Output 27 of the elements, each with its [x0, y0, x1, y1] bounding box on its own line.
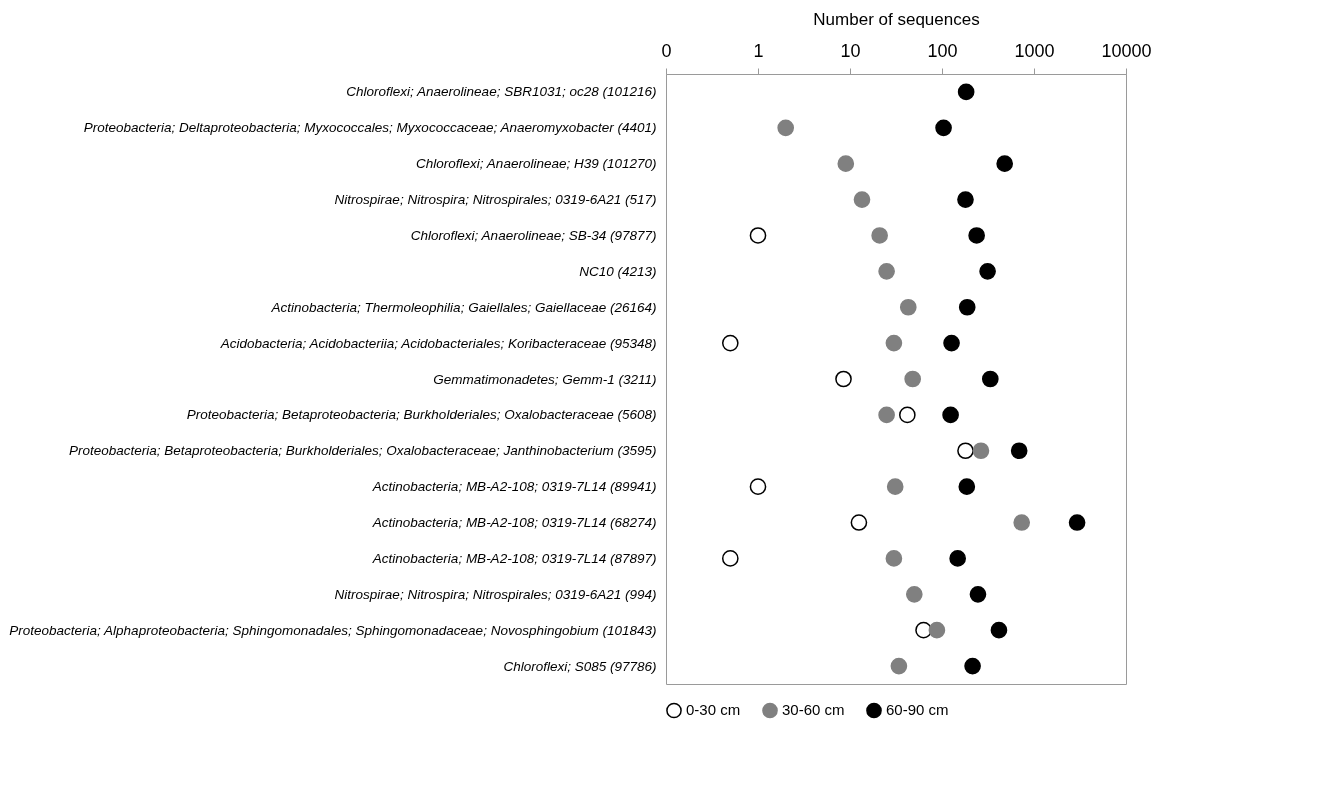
x-tick-label: 10	[840, 40, 861, 61]
y-tick-label: Chloroflexi; Anaerolineae; SB-34 (97877)	[410, 227, 657, 243]
y-tick-label: Chloroflexi; Anaerolineae; SBR1031; oc28 (101216)	[346, 84, 657, 100]
x-tick-label: 0	[661, 40, 672, 61]
y-tick-label: Nitrospirae; Nitrospira; Nitrospirales; 0319-6A21 (994)	[334, 586, 657, 602]
y-tick-label: Actinobacteria; Thermoleophilia; Gaiellales; Gaiellaceae (26164)	[270, 299, 657, 315]
x-tick-label: 10000	[1101, 40, 1152, 61]
x-tick-label: 1000	[1014, 40, 1055, 61]
y-tick-label: Acidobacteria; Acidobacteriia; Acidobacteriales; Koribacteraceae (95348)	[219, 335, 657, 351]
y-tick-label: Proteobacteria; Betaproteobacteria; Burkholderiales; Oxalobacteraceae; Janthinobacterium (3595)	[68, 443, 657, 459]
y-tick-label: Actinobacteria; MB-A2-108; 0319-7L14 (89941)	[371, 479, 657, 495]
y-tick-label: Proteobacteria; Betaproteobacteria; Burkholderiales; Oxalobacteraceae (5608)	[186, 407, 657, 423]
x-axis-title: Number of sequences	[813, 9, 980, 29]
y-tick-label: Chloroflexi; Anaerolineae; H39 (101270)	[416, 156, 657, 172]
x-tick-label: 100	[927, 40, 958, 61]
y-tick-label: Nitrospirae; Nitrospira; Nitrospirales; 0319-6A21 (517)	[334, 192, 657, 208]
y-tick-label: Proteobacteria; Alphaproteobacteria; Sphingomonadales; Sphingomonadaceae; Novosphingobium (101843)	[9, 622, 657, 638]
y-tick-label: Chloroflexi; S085 (97786)	[503, 658, 657, 674]
y-tick-label: Actinobacteria; MB-A2-108; 0319-7L14 (68274)	[371, 515, 657, 531]
y-tick-label: NC10 (4213)	[579, 263, 657, 279]
legend-label: 30-60 cm	[782, 701, 845, 719]
y-tick-label: Proteobacteria; Deltaproteobacteria; Myxococcales; Myxococcaceae; Anaeromyxobacter (4401)	[83, 120, 657, 136]
x-tick-label: 1	[753, 40, 764, 61]
y-tick-label: Gemmatimonadetes; Gemm-1 (3211)	[433, 371, 657, 387]
legend-label: 60-90 cm	[886, 701, 949, 719]
legend-label: 0-30 cm	[686, 701, 741, 719]
y-tick-label: Actinobacteria; MB-A2-108; 0319-7L14 (87897)	[371, 550, 657, 566]
